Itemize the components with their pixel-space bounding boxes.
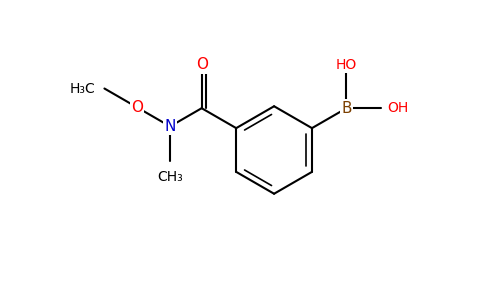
- Text: H₃C: H₃C: [70, 82, 96, 95]
- Text: OH: OH: [387, 101, 408, 115]
- Text: N: N: [165, 119, 176, 134]
- Text: O: O: [131, 100, 143, 115]
- Text: O: O: [196, 57, 208, 72]
- Text: CH₃: CH₃: [157, 170, 183, 184]
- Text: HO: HO: [336, 58, 357, 72]
- Text: B: B: [341, 101, 352, 116]
